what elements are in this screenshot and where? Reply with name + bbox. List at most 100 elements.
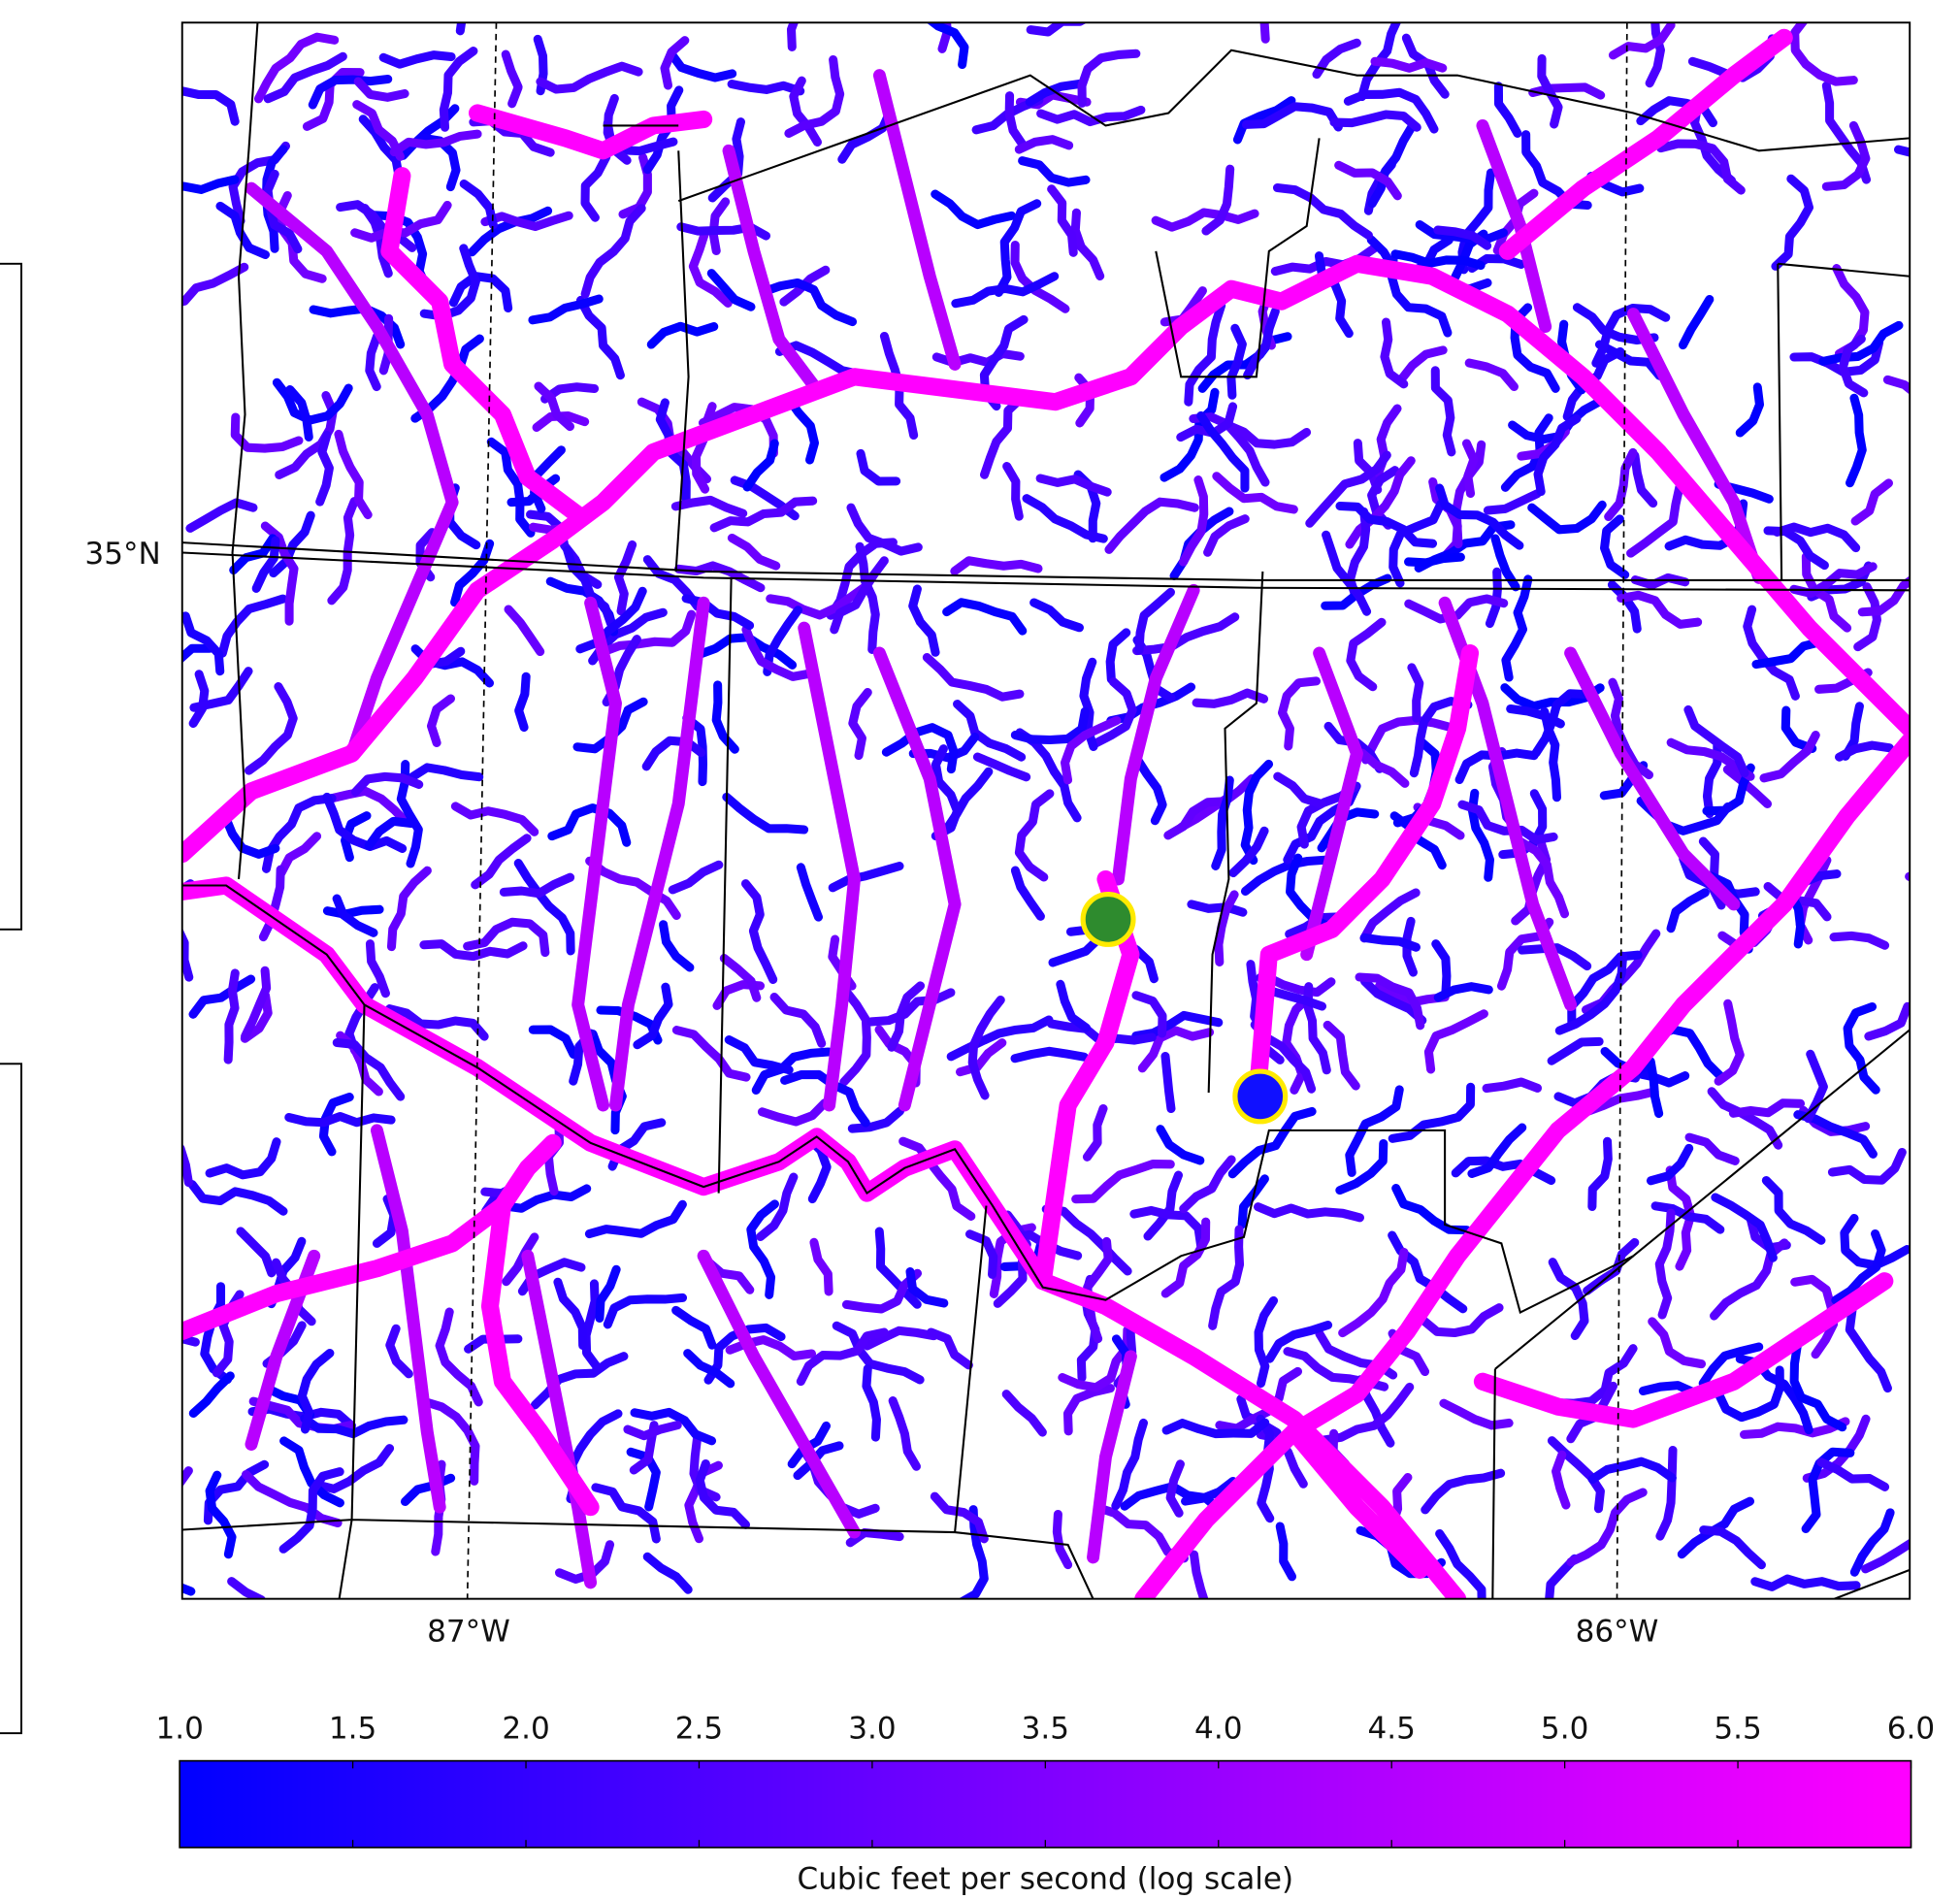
stream (1134, 587, 1175, 655)
stream (1461, 439, 1479, 499)
stream (1359, 933, 1421, 952)
stream (302, 68, 365, 131)
stream (536, 61, 643, 94)
stream (284, 1111, 396, 1128)
stream (953, 700, 1027, 762)
stream (1272, 182, 1373, 240)
stream (278, 1467, 344, 1554)
stream (691, 402, 717, 494)
stream (1184, 301, 1226, 407)
stream (350, 200, 452, 243)
stream (521, 1249, 598, 1589)
stream (668, 860, 724, 895)
stream (1322, 530, 1372, 616)
stream (1179, 1155, 1236, 1214)
stream (1262, 972, 1336, 998)
stream (530, 1352, 629, 1410)
stream (1699, 1525, 1766, 1570)
stream (181, 1466, 193, 1488)
stream (1355, 972, 1425, 1031)
stream (352, 100, 405, 161)
stream (245, 181, 459, 761)
stream (448, 272, 513, 313)
stream (1380, 317, 1409, 389)
stream (1359, 888, 1421, 943)
stream (188, 1371, 235, 1419)
colorbar-tick-label: 2.0 (502, 1711, 549, 1746)
stream (855, 541, 880, 654)
stream (1243, 307, 1280, 380)
stream (703, 1323, 786, 1385)
stream (200, 1282, 232, 1385)
stream (1319, 1382, 1415, 1445)
stream (1083, 1236, 1113, 1344)
stream (502, 1232, 539, 1287)
stream (1273, 771, 1326, 808)
stream (1457, 800, 1558, 845)
stream (1357, 22, 1401, 102)
stream (386, 866, 432, 952)
stream (1645, 22, 1665, 88)
stream (1388, 1082, 1476, 1143)
stream (1132, 612, 1240, 656)
stream (1547, 1036, 1604, 1065)
stream (757, 1098, 830, 1127)
stream (258, 865, 285, 942)
stream (828, 862, 904, 893)
stream (980, 394, 1026, 479)
stream (279, 1436, 344, 1508)
stream (1275, 1522, 1297, 1582)
meridian (466, 22, 498, 1599)
stream (253, 32, 340, 104)
stream (742, 439, 779, 492)
stream (1404, 552, 1465, 568)
stream (708, 197, 731, 256)
stream (862, 1364, 881, 1442)
main-river (480, 1133, 600, 1517)
stream (181, 1583, 196, 1596)
stream (332, 1038, 406, 1101)
stream (1789, 562, 1878, 598)
stream (1240, 759, 1274, 866)
main-river (1285, 1423, 1429, 1579)
stream (609, 596, 710, 1112)
stream (660, 36, 690, 90)
colorbar-tick-label: 4.5 (1367, 1711, 1415, 1746)
stream (1052, 1510, 1073, 1570)
stream (1259, 22, 1270, 44)
stream (1482, 1077, 1543, 1094)
stream (501, 49, 523, 109)
stream (420, 1397, 480, 1486)
stream (740, 879, 778, 984)
stream (1093, 1503, 1189, 1563)
stream (385, 1004, 489, 1041)
stream (958, 1505, 989, 1599)
stream (709, 496, 818, 533)
stream (463, 917, 550, 958)
stream (1111, 583, 1200, 886)
stream (1604, 447, 1638, 522)
stream (1227, 1106, 1317, 1179)
stream (1464, 358, 1519, 392)
site-marker[interactable] (1232, 1068, 1289, 1125)
stream (1314, 251, 1354, 339)
stream (1228, 826, 1269, 878)
stream (1189, 1550, 1209, 1599)
stream (1129, 1205, 1206, 1251)
site-marker[interactable] (1080, 891, 1136, 947)
stream (513, 859, 575, 956)
longitude-label: 87°W (427, 1615, 510, 1650)
stream (1840, 1213, 1911, 1270)
stream (1483, 489, 1542, 515)
stream (358, 115, 404, 182)
stream (1835, 740, 1894, 762)
stream (626, 1447, 661, 1512)
stream (1843, 1001, 1880, 1095)
stream (1062, 1384, 1115, 1436)
stream (1771, 174, 1814, 271)
stream (263, 51, 347, 104)
stream (311, 1444, 395, 1493)
stream (1882, 375, 1911, 395)
stream (1165, 1459, 1185, 1518)
stream (1435, 483, 1524, 550)
